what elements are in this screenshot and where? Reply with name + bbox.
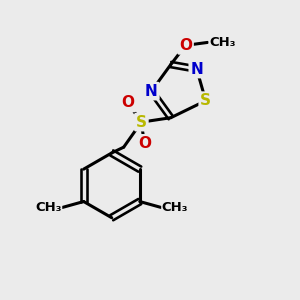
Text: CH₃: CH₃ [35, 201, 62, 214]
Text: S: S [136, 115, 147, 130]
Text: S: S [200, 93, 211, 108]
Text: O: O [138, 136, 151, 151]
Text: N: N [145, 84, 158, 99]
Text: N: N [190, 61, 203, 76]
Text: CH₃: CH₃ [209, 36, 236, 49]
Text: CH₃: CH₃ [162, 201, 188, 214]
Text: O: O [122, 95, 135, 110]
Text: O: O [179, 38, 192, 53]
